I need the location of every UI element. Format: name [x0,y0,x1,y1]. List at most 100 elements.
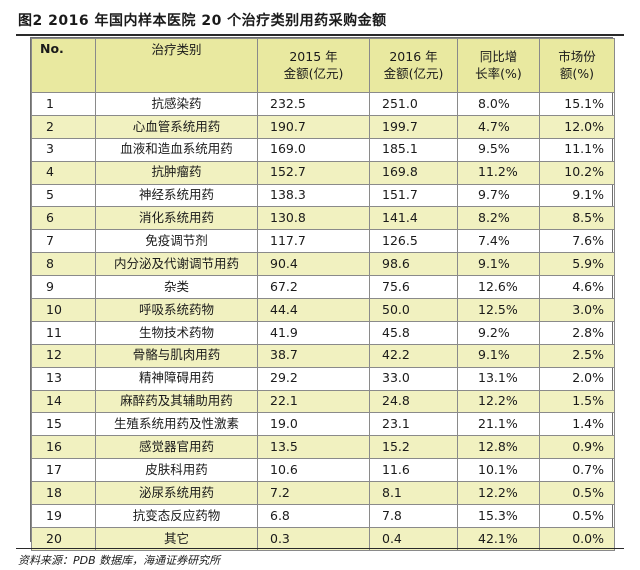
row-2015-amount: 232.5 [257,92,370,116]
table-row: 13 精神障碍用药 29.2 33.0 13.1% 2.0% [31,366,615,391]
row-growth-rate: 42.1% [457,526,540,551]
header-2016-line2: 金额(亿元) [383,65,444,81]
header-2015-line1: 2015 年 [289,48,338,64]
row-growth-rate: 4.7% [457,114,540,139]
row-category: 呼吸系统药物 [95,298,258,322]
header-2015-line2: 金额(亿元) [283,65,344,81]
row-number: 5 [31,183,96,208]
row-market-share: 2.8% [539,320,615,345]
row-2015-amount: 38.7 [257,343,370,368]
row-category: 感觉器官用药 [95,435,258,460]
row-growth-rate: 15.3% [457,504,540,528]
row-2015-amount: 41.9 [257,320,370,345]
row-2015-amount: 7.2 [257,481,370,506]
table-row: 4 抗肿瘤药 152.7 169.8 11.2% 10.2% [31,160,615,185]
header-share-line1: 市场份 [558,48,596,64]
row-category: 心血管系统用药 [95,114,258,139]
table-row: 20 其它 0.3 0.4 42.1% 0.0% [31,526,615,551]
row-2016-amount: 169.8 [369,160,458,185]
row-2016-amount: 8.1 [369,481,458,506]
header-growth-rate: 同比增 长率(%) [457,38,540,93]
row-number: 20 [31,526,96,551]
row-number: 6 [31,206,96,231]
row-2016-amount: 33.0 [369,366,458,391]
header-share-line2: 额(%) [559,65,595,81]
row-category: 麻醉药及其辅助用药 [95,389,258,414]
row-growth-rate: 13.1% [457,366,540,391]
row-2015-amount: 117.7 [257,229,370,254]
row-growth-rate: 12.6% [457,275,540,300]
figure-title: 图2 2016 年国内样本医院 20 个治疗类别用药采购金额 [18,13,387,29]
header-2015-amount: 2015 年金额(亿元) [257,38,370,93]
row-growth-rate: 9.5% [457,137,540,162]
row-number: 8 [31,252,96,277]
header-market-share: 市场份 额(%) [539,38,615,93]
row-market-share: 0.5% [539,504,615,528]
row-category: 血液和造血系统用药 [95,137,258,162]
row-growth-rate: 9.1% [457,343,540,368]
row-market-share: 1.4% [539,412,615,437]
row-category: 内分泌及代谢调节用药 [95,252,258,277]
table-body: 1 抗感染药 232.5 251.0 8.0% 15.1% 2 心血管系统用药 190.7 199… [31,92,615,551]
row-category: 抗感染药 [95,92,258,116]
row-market-share: 3.0% [539,298,615,322]
table-row: 9 杂类 67.2 75.6 12.6% 4.6% [31,275,615,300]
row-category: 生物技术药物 [95,320,258,345]
row-2015-amount: 169.0 [257,137,370,162]
row-2015-amount: 22.1 [257,389,370,414]
row-2016-amount: 98.6 [369,252,458,277]
row-market-share: 7.6% [539,229,615,254]
source-note: 资料来源：PDB 数据库，海通证券研究所 [18,554,221,567]
row-category: 杂类 [95,275,258,300]
row-number: 19 [31,504,96,528]
table-row: 5 神经系统用药 138.3 151.7 9.7% 9.1% [31,183,615,208]
row-market-share: 0.5% [539,481,615,506]
row-growth-rate: 8.0% [457,92,540,116]
row-2016-amount: 15.2 [369,435,458,460]
row-category: 骨骼与肌肉用药 [95,343,258,368]
row-2016-amount: 199.7 [369,114,458,139]
header-growth-line2: 长率(%) [475,65,522,81]
row-number: 15 [31,412,96,437]
table-header: No. 治疗类别 2015 年金额(亿元) 2016 年金额(亿元) 同比增 长率… [31,38,615,93]
row-growth-rate: 12.5% [457,298,540,322]
header-2016-line1: 2016 年 [389,48,438,64]
row-growth-rate: 12.8% [457,435,540,460]
row-market-share: 9.1% [539,183,615,208]
row-market-share: 11.1% [539,137,615,162]
table-row: 18 泌尿系统用药 7.2 8.1 12.2% 0.5% [31,481,615,506]
row-2015-amount: 67.2 [257,275,370,300]
row-number: 10 [31,298,96,322]
row-growth-rate: 7.4% [457,229,540,254]
row-market-share: 1.5% [539,389,615,414]
row-market-share: 5.9% [539,252,615,277]
row-2015-amount: 29.2 [257,366,370,391]
row-category: 消化系统用药 [95,206,258,231]
row-2015-amount: 90.4 [257,252,370,277]
row-2016-amount: 0.4 [369,526,458,551]
row-2015-amount: 152.7 [257,160,370,185]
row-growth-rate: 11.2% [457,160,540,185]
row-number: 11 [31,320,96,345]
row-number: 9 [31,275,96,300]
row-number: 3 [31,137,96,162]
row-growth-rate: 9.1% [457,252,540,277]
table-row: 14 麻醉药及其辅助用药 22.1 24.8 12.2% 1.5% [31,389,615,414]
row-market-share: 0.7% [539,458,615,483]
row-2015-amount: 190.7 [257,114,370,139]
row-number: 16 [31,435,96,460]
header-no: No. [31,38,96,93]
table-row: 12 骨骼与肌肉用药 38.7 42.2 9.1% 2.5% [31,343,615,368]
row-category: 泌尿系统用药 [95,481,258,506]
row-category: 抗变态反应药物 [95,504,258,528]
table-row: 2 心血管系统用药 190.7 199.7 4.7% 12.0% [31,114,615,139]
row-market-share: 12.0% [539,114,615,139]
row-category: 生殖系统用药及性激素 [95,412,258,437]
row-2016-amount: 185.1 [369,137,458,162]
table-row: 11 生物技术药物 41.9 45.8 9.2% 2.8% [31,320,615,345]
row-category: 神经系统用药 [95,183,258,208]
row-market-share: 8.5% [539,206,615,231]
row-category: 抗肿瘤药 [95,160,258,185]
row-2016-amount: 45.8 [369,320,458,345]
row-number: 1 [31,92,96,116]
